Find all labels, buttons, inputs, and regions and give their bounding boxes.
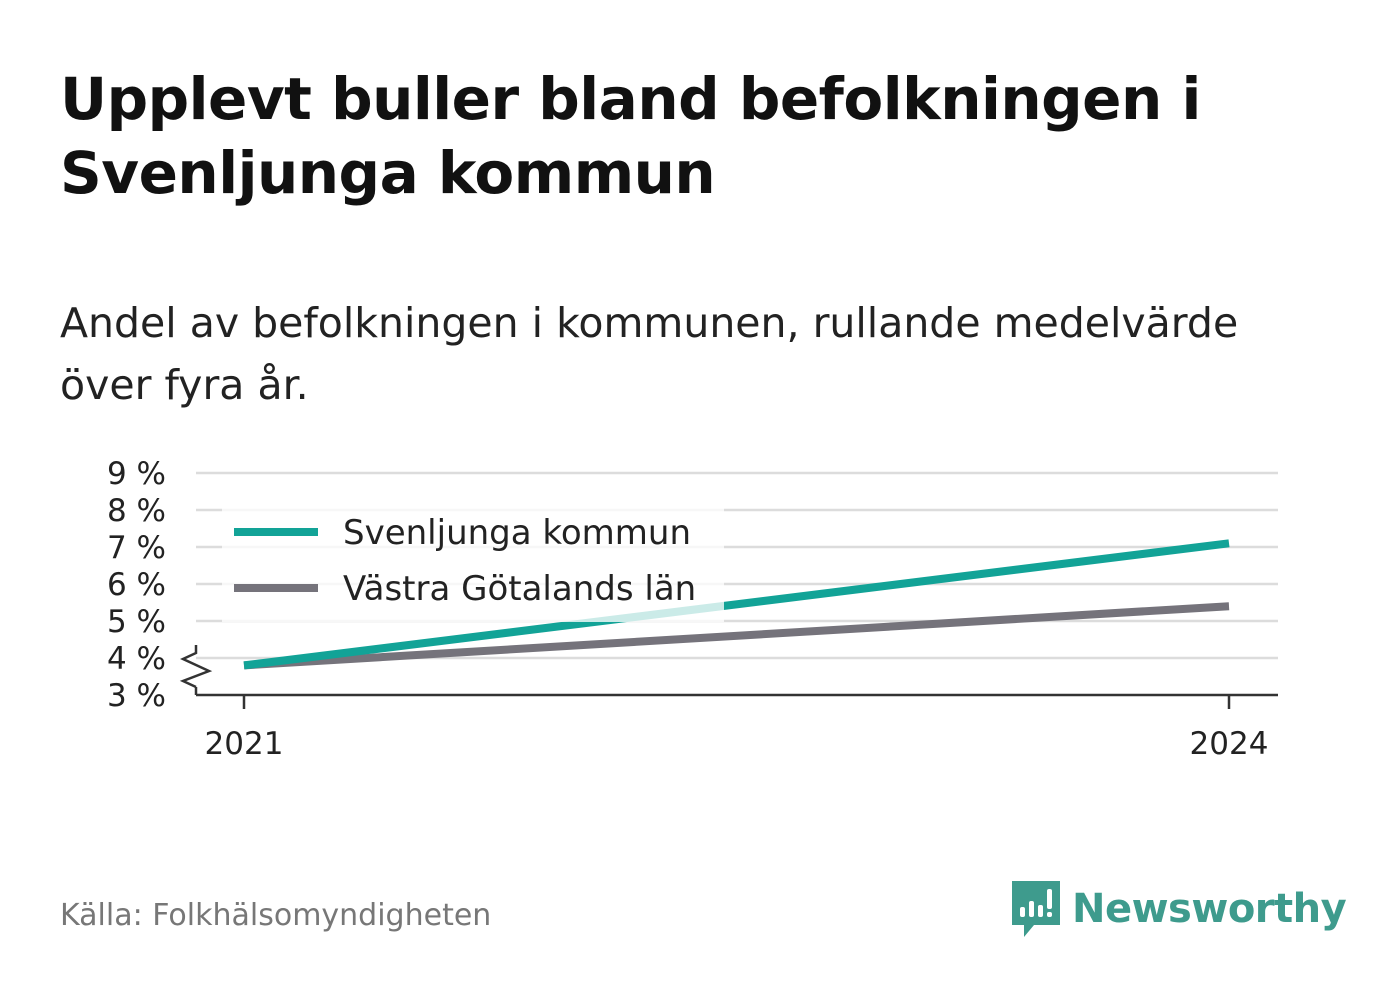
line-chart: 3 %4 %5 %6 %7 %8 %9 % 2021 2024 Svenljung… <box>0 440 1382 780</box>
chart-title: Upplevt buller bland befolkningen i Sven… <box>60 62 1320 210</box>
newsworthy-logo-icon <box>1010 879 1062 939</box>
brand-logo: Newsworthy <box>1010 878 1346 940</box>
y-tick-label: 4 % <box>107 641 166 677</box>
y-axis-break-icon <box>183 645 209 687</box>
chart-subtitle: Andel av befolkningen i kommunen, rullan… <box>60 292 1330 416</box>
legend-label: Västra Götalands län <box>343 569 696 609</box>
x-tick-label: 2024 <box>1190 726 1269 762</box>
legend: Svenljunga kommun Västra Götalands län <box>222 506 724 622</box>
x-axis-ticks: 2021 2024 <box>205 695 1269 762</box>
y-tick-label: 8 % <box>107 493 166 529</box>
y-tick-label: 5 % <box>107 604 166 640</box>
y-tick-label: 3 % <box>107 678 166 714</box>
y-tick-label: 6 % <box>107 567 166 603</box>
x-tick-label: 2021 <box>205 726 284 762</box>
y-tick-label: 7 % <box>107 530 166 566</box>
source-note: Källa: Folkhälsomyndigheten <box>60 898 491 933</box>
y-tick-label: 9 % <box>107 456 166 492</box>
brand-name: Newsworthy <box>1072 886 1346 932</box>
y-axis-ticks: 3 %4 %5 %6 %7 %8 %9 % <box>107 456 166 714</box>
legend-label: Svenljunga kommun <box>343 513 691 553</box>
